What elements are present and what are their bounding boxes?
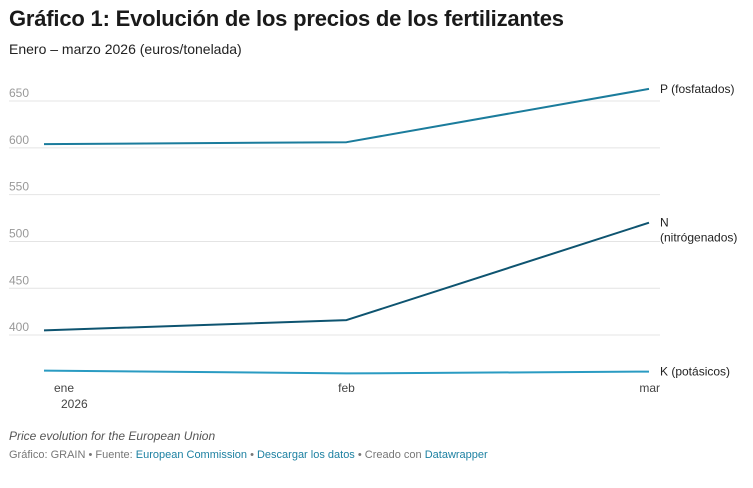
series-label: K (potásicos): [660, 365, 730, 379]
x-tick-label-year: 2026: [61, 397, 88, 411]
footer-credit-middle: • Creado con: [354, 449, 425, 461]
series-line: [43, 369, 650, 375]
footer-credit-prefix: Gráfico: GRAIN • Fuente:: [9, 449, 136, 461]
y-tick-label: 450: [9, 273, 29, 287]
x-tick-label: feb: [338, 381, 355, 395]
footer-separator: •: [247, 449, 257, 461]
datawrapper-link[interactable]: Datawrapper: [424, 449, 488, 461]
chart-subtitle: Enero – marzo 2026 (euros/tonelada): [9, 41, 242, 57]
source-link[interactable]: European Commission: [135, 449, 248, 461]
x-axis-ticks: ene 2026 feb mar: [54, 381, 660, 411]
series-line: [43, 87, 650, 146]
chart-note: Price evolution for the European Union: [9, 429, 216, 443]
chart-title: Gráfico 1: Evolución de los precios de l…: [9, 6, 564, 31]
download-data-link[interactable]: Descargar los datos: [256, 449, 355, 461]
y-axis-ticks: 400 450 500 550 600 650: [9, 86, 29, 334]
y-tick-label: 500: [9, 226, 29, 240]
series-lines: [43, 87, 650, 375]
chart-footer: Gráfico: GRAIN • Fuente: European Commis…: [9, 449, 488, 461]
y-tick-label: 550: [9, 180, 29, 194]
series-label: (nitrógenados): [660, 231, 737, 245]
x-tick-label: ene: [54, 381, 74, 395]
series-label: N: [660, 216, 669, 230]
x-tick-label: mar: [639, 381, 660, 395]
series-label: P (fosfatados): [660, 82, 734, 96]
y-tick-label: 650: [9, 86, 29, 100]
gridlines: [9, 100, 660, 336]
series-line: [43, 221, 650, 332]
y-tick-label: 400: [9, 320, 29, 334]
series-labels: P (fosfatados) N(nitrógenados) K (potásico…: [660, 82, 737, 379]
y-tick-label: 600: [9, 133, 29, 147]
